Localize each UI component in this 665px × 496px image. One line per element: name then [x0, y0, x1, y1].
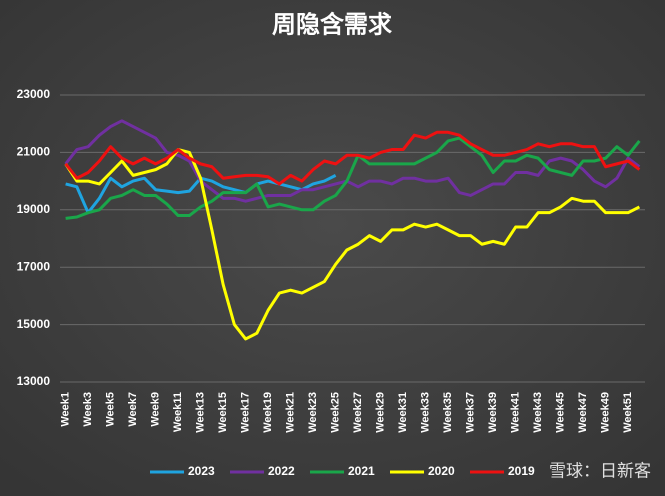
legend-label: 2021: [348, 464, 375, 478]
x-tick-label: Week43: [532, 392, 544, 433]
x-tick-label: Week19: [262, 392, 274, 433]
x-tick-label: Week21: [285, 392, 297, 433]
y-tick-label: 19000: [17, 202, 51, 216]
x-tick-label: Week5: [105, 392, 117, 427]
legend-label: 2019: [508, 464, 535, 478]
y-tick-label: 21000: [17, 145, 51, 159]
line-series: [65, 136, 641, 220]
x-tick-label: Week1: [60, 392, 72, 427]
x-tick-label: Week27: [352, 392, 364, 433]
x-tick-label: Week41: [510, 392, 522, 433]
x-tick-label: Week15: [217, 392, 229, 433]
x-tick-label: Week3: [82, 392, 94, 427]
y-tick-label: 15000: [17, 317, 51, 331]
y-tick-label: 13000: [17, 374, 51, 388]
x-tick-label: Week23: [307, 392, 319, 433]
x-tick-label: Week35: [442, 392, 454, 433]
x-tick-label: Week13: [195, 392, 207, 433]
x-tick-label: Week9: [150, 392, 162, 427]
y-tick-label: 17000: [17, 259, 51, 273]
legend-label: 2020: [428, 464, 455, 478]
x-tick-label: Week17: [240, 392, 252, 433]
line-series: [64, 148, 641, 341]
x-tick-label: Week25: [330, 392, 342, 433]
line-series: [64, 119, 641, 203]
x-tick-label: Week33: [420, 392, 432, 433]
legend-label: 2023: [188, 464, 215, 478]
x-tick-label: Week31: [397, 392, 409, 433]
x-tick-label: Week29: [375, 392, 387, 433]
watermark: 雪球：日新客: [549, 461, 651, 480]
x-tick-label: Week37: [465, 392, 477, 433]
x-tick-label: Week51: [622, 392, 634, 433]
x-tick-label: Week47: [577, 392, 589, 433]
x-tick-label: Week39: [487, 392, 499, 433]
line-series: [64, 130, 641, 186]
y-tick-label: 23000: [17, 87, 51, 101]
x-tick-label: Week7: [127, 392, 139, 427]
x-tick-label: Week11: [172, 392, 184, 432]
chart-title: 周隐含需求: [272, 10, 392, 39]
legend-label: 2022: [268, 464, 295, 478]
x-tick-label: Week49: [600, 392, 612, 433]
x-tick-label: Week45: [555, 392, 567, 433]
